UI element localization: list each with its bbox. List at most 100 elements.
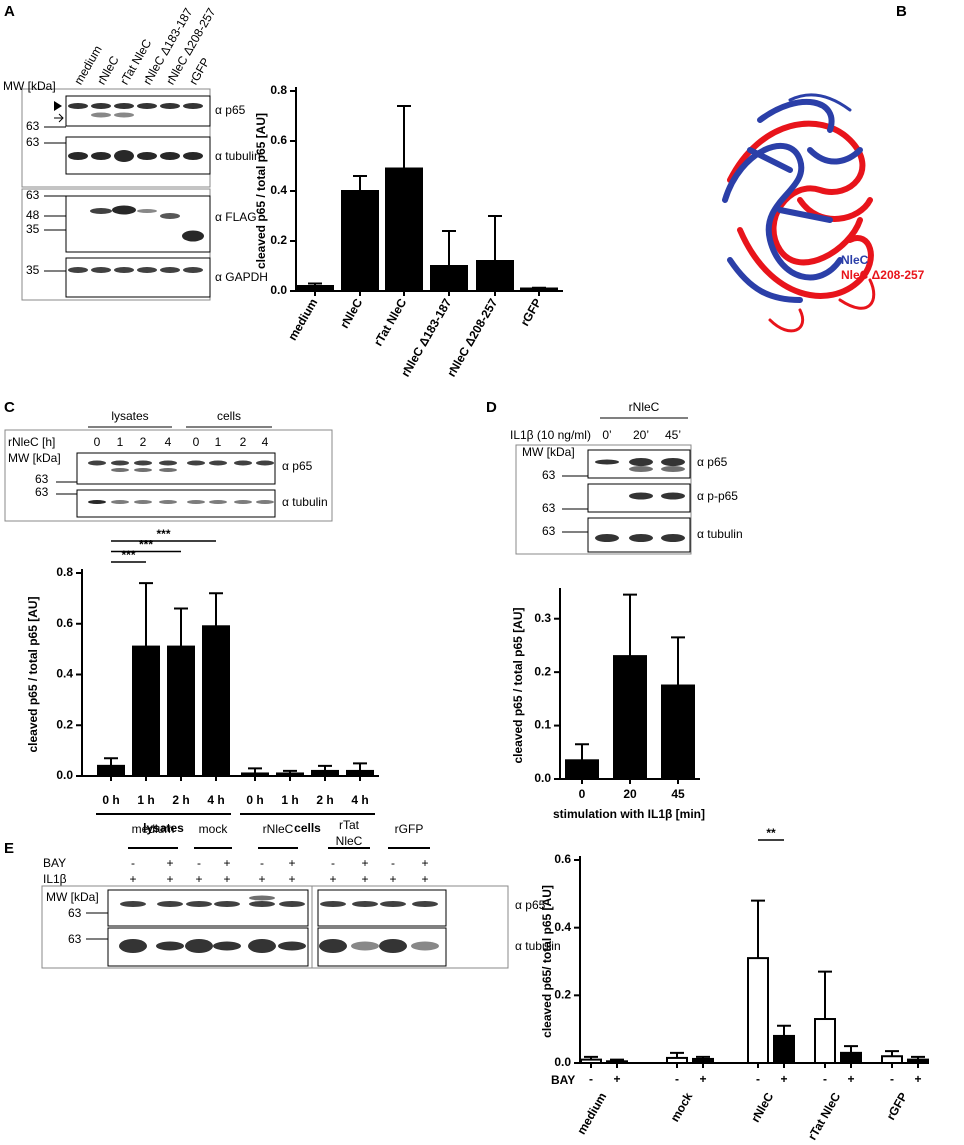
blot-band bbox=[159, 460, 177, 466]
bar bbox=[202, 625, 230, 777]
blot-boxes bbox=[44, 95, 211, 298]
y-tick-label: 0.4 bbox=[56, 667, 73, 681]
row-label: rNleC [h] bbox=[8, 435, 55, 449]
blot-band bbox=[137, 267, 157, 273]
sign-label: + bbox=[258, 872, 265, 886]
group-label: medium bbox=[132, 822, 175, 836]
blot-band bbox=[278, 941, 306, 951]
blot-band bbox=[209, 460, 227, 466]
series-label: + bbox=[699, 1072, 706, 1086]
antibody-label: α tubulin bbox=[282, 495, 328, 509]
mw-label: MW [kDa] bbox=[3, 79, 56, 93]
error-bar bbox=[844, 1045, 858, 1053]
group-label: lysates bbox=[111, 409, 148, 423]
sign-label: + bbox=[195, 872, 202, 886]
x-tick-label: 0 h bbox=[246, 793, 263, 807]
blot-band bbox=[256, 460, 274, 466]
blot-band bbox=[111, 468, 129, 472]
blot-band bbox=[134, 460, 152, 466]
group-label: rNleC bbox=[263, 822, 294, 836]
antibody-label: α p65 bbox=[515, 898, 546, 912]
antibody-label: α p65 bbox=[282, 459, 313, 473]
sign-label: + bbox=[223, 872, 230, 886]
blot-band bbox=[183, 152, 203, 160]
antibody-label: α p-p65 bbox=[697, 489, 738, 503]
sign-label: + bbox=[166, 856, 173, 870]
mw-marker: 63 bbox=[68, 906, 82, 920]
antibody-label: α p65 bbox=[697, 455, 728, 469]
bar bbox=[430, 265, 468, 292]
bar bbox=[613, 655, 647, 780]
sign-label: + bbox=[421, 856, 428, 870]
y-tick-label: 0.4 bbox=[270, 183, 287, 197]
blot-band bbox=[320, 901, 346, 907]
series-label: + bbox=[914, 1072, 921, 1086]
bar bbox=[132, 645, 160, 778]
significance-label: ** bbox=[766, 826, 776, 840]
y-tick-label: 0.4 bbox=[554, 920, 571, 934]
blot-band bbox=[91, 112, 111, 118]
mw-marker: 63 bbox=[542, 501, 556, 515]
error-bar bbox=[818, 970, 832, 1020]
lane-label: 45’ bbox=[665, 428, 681, 442]
blot-d-frames bbox=[515, 417, 692, 555]
series-label: + bbox=[847, 1072, 854, 1086]
blot-band bbox=[159, 500, 177, 504]
significance-label: *** bbox=[139, 538, 153, 552]
blot-band bbox=[256, 500, 274, 504]
bar bbox=[881, 1055, 903, 1064]
sign-label: - bbox=[260, 856, 264, 870]
y-tick-label: 0.1 bbox=[534, 718, 551, 732]
blot-band bbox=[114, 150, 134, 162]
blot-band bbox=[214, 901, 240, 907]
blot-band bbox=[114, 267, 134, 273]
bar bbox=[814, 1018, 836, 1064]
bar bbox=[276, 772, 304, 778]
antibody-label: α tubulin bbox=[697, 527, 743, 541]
lane-label: 0’ bbox=[602, 428, 611, 442]
blot-band bbox=[379, 939, 407, 953]
blot-band bbox=[134, 468, 152, 472]
y-tick-label: 0.0 bbox=[534, 771, 551, 785]
group-label: lysates bbox=[143, 821, 184, 835]
mw-label: MW [kDa] bbox=[522, 445, 575, 459]
panel-label: B bbox=[896, 3, 907, 20]
blot-band bbox=[629, 458, 653, 466]
mw-marker: 63 bbox=[542, 524, 556, 538]
error-bar bbox=[139, 582, 153, 647]
blot-band bbox=[352, 901, 378, 907]
blot-band bbox=[160, 103, 180, 109]
blot-band bbox=[183, 267, 203, 273]
y-tick-label: 0.6 bbox=[554, 852, 571, 866]
x-tick-label: mock bbox=[668, 1090, 696, 1124]
mw-marker: 63 bbox=[35, 472, 49, 486]
blot-band bbox=[159, 468, 177, 472]
mw-label: MW [kDa] bbox=[46, 890, 99, 904]
x-tick-label: rNleC bbox=[748, 1090, 776, 1125]
lane-label: 1 bbox=[117, 435, 124, 449]
sign-label: + bbox=[166, 872, 173, 886]
series-label: - bbox=[756, 1072, 760, 1086]
blot-band bbox=[157, 901, 183, 907]
y-tick-label: 0.2 bbox=[56, 717, 73, 731]
blot-band bbox=[411, 941, 439, 951]
lane-label: 0 bbox=[193, 435, 200, 449]
blot-band bbox=[111, 460, 129, 466]
blot-band bbox=[68, 267, 88, 273]
group-label: cells bbox=[294, 821, 321, 835]
blot-band bbox=[629, 492, 653, 500]
y-tick-label: 0.2 bbox=[554, 988, 571, 1002]
blot-band bbox=[185, 939, 213, 953]
sign-label: + bbox=[329, 872, 336, 886]
blot-band bbox=[351, 941, 379, 951]
blot-band bbox=[119, 939, 147, 953]
blot-band bbox=[186, 901, 212, 907]
group-label: rGFP bbox=[395, 822, 424, 836]
blot-band bbox=[160, 267, 180, 273]
mw-marker: 63 bbox=[26, 119, 40, 133]
y-axis-label: cleaved p65 / total p65 [AU] bbox=[26, 596, 40, 752]
row-label: IL1β bbox=[43, 872, 67, 886]
blot-band bbox=[661, 466, 685, 472]
